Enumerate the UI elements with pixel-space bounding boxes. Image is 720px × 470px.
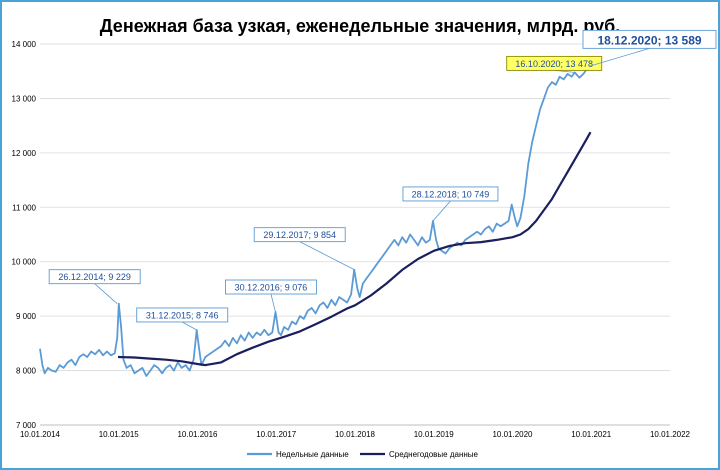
chart-title: Денежная база узкая, еженедельные значен…: [100, 16, 620, 36]
gridlines: [40, 43, 670, 426]
legend-label-annual: Среднегодовые данные: [389, 450, 479, 459]
annotation-leader-1: [182, 321, 197, 331]
annotation-2: 30.12.2016; 9 076: [225, 279, 317, 313]
annotation-leader-2: [270, 293, 276, 313]
y-axis-ticks: 7 000 8 000 9 000 10 000 11 000 12 000 13 000 1…: [12, 40, 37, 430]
x-tick-label-1: 10.01.2015: [99, 430, 140, 439]
annotation-box-5: [506, 55, 603, 71]
annotation-leader-3: [299, 241, 355, 271]
y-tick-label-4: 11 000: [12, 203, 36, 212]
annotation-label-2: 30.12.2016; 9 076: [235, 283, 308, 293]
annotation-label-3: 29.12.2017; 9 854: [263, 230, 336, 240]
annotation-box-0: [48, 269, 141, 285]
legend-label-weekly: Недельные данные: [276, 450, 349, 459]
annotation-box-6: [582, 29, 717, 49]
annotation-leader-6: [588, 47, 650, 67]
annotation-1: 31.12.2015; 8 746: [136, 307, 229, 331]
annotation-box-2: [225, 279, 317, 295]
x-axis-ticks: 10.01.2014 10.01.2015 10.01.2016 10.01.2017…: [20, 424, 691, 439]
annotation-box-4: [402, 186, 499, 202]
annotation-3: 29.12.2017; 9 854: [253, 227, 355, 271]
y-tick-label-6: 13 000: [12, 94, 37, 103]
x-tick-label-3: 10.01.2017: [256, 430, 297, 439]
annotation-5: 16.10.2020; 13 478: [506, 55, 603, 73]
annotation-label-0: 26.12.2014; 9 229: [58, 272, 131, 282]
series-layer: [39, 65, 592, 377]
x-tick-label-0: 10.01.2014: [20, 430, 61, 439]
annotation-label-6: 18.12.2020; 13 589: [597, 33, 701, 47]
x-tick-label-4: 10.01.2018: [335, 430, 376, 439]
series-annual-line: [117, 131, 592, 367]
annotation-6: 18.12.2020; 13 589: [582, 29, 717, 67]
annotation-4: 28.12.2018; 10 749: [402, 186, 499, 222]
x-tick-label-2: 10.01.2016: [177, 430, 218, 439]
annotation-label-4: 28.12.2018; 10 749: [412, 189, 490, 199]
x-tick-label-8: 10.01.2022: [650, 430, 691, 439]
annotation-label-1: 31.12.2015; 8 746: [146, 310, 219, 320]
legend: Недельные данные Среднегодовые данные: [247, 450, 479, 459]
annotation-leader-0: [94, 283, 118, 304]
y-tick-label-7: 14 000: [12, 40, 37, 49]
y-tick-label-1: 8 000: [16, 367, 37, 376]
y-tick-label-0: 7 000: [16, 421, 37, 430]
annotation-0: 26.12.2014; 9 229: [48, 269, 141, 304]
annotation-box-3: [253, 227, 346, 243]
annotation-leader-4: [432, 200, 451, 222]
annotations: 26.12.2014; 9 229 31.12.2015; 8 746 30.12.…: [48, 29, 717, 331]
y-tick-label-3: 10 000: [12, 258, 37, 267]
annotation-label-5: 16.10.2020; 13 478: [515, 59, 593, 69]
y-tick-label-5: 12 000: [12, 149, 37, 158]
x-tick-label-7: 10.01.2021: [571, 430, 612, 439]
x-tick-label-5: 10.01.2019: [414, 430, 455, 439]
x-tick-label-6: 10.01.2020: [492, 430, 533, 439]
series-weekly-line: [39, 65, 590, 377]
annotation-box-1: [136, 307, 229, 323]
y-tick-label-2: 9 000: [16, 312, 37, 321]
